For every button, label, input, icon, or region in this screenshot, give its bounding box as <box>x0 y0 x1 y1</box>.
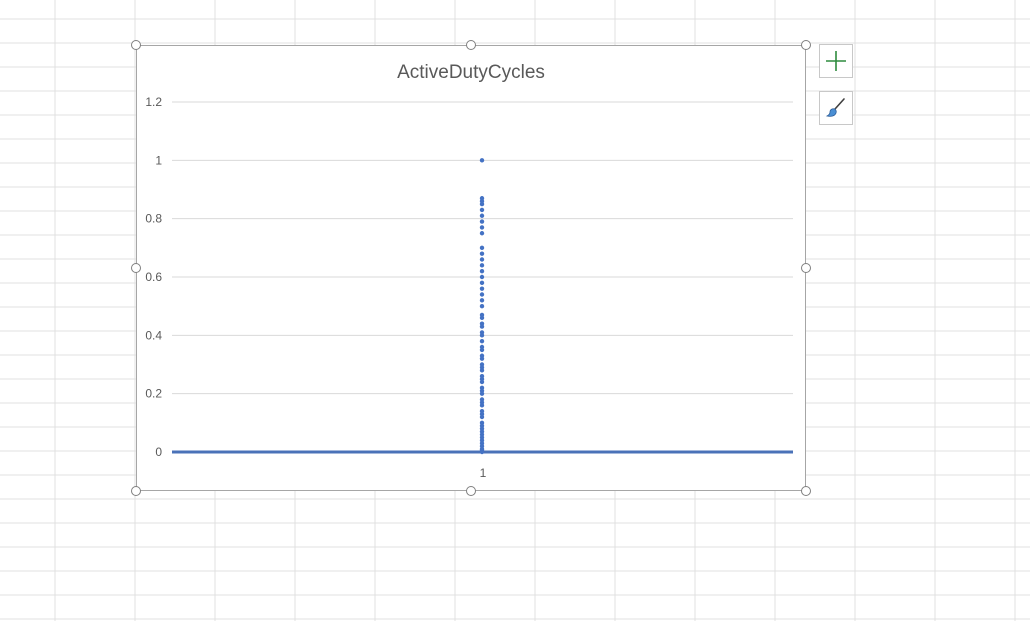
data-point <box>479 298 485 303</box>
resize-handle-bottom-right[interactable] <box>801 486 811 496</box>
paintbrush-icon <box>825 98 845 117</box>
resize-handle-middle-left[interactable] <box>131 263 141 273</box>
resize-handle-top-middle[interactable] <box>466 40 476 50</box>
data-point <box>479 379 485 385</box>
data-point <box>479 414 485 420</box>
chart-styles-button[interactable] <box>819 91 853 125</box>
data-point <box>479 280 485 286</box>
data-point <box>479 251 485 256</box>
x-axis-tick-labels: 1 <box>480 466 487 480</box>
chart-area[interactable] <box>136 45 806 491</box>
y-tick-label: 0.8 <box>145 212 162 226</box>
resize-handle-top-left[interactable] <box>131 40 141 50</box>
data-point <box>479 207 485 213</box>
data-point <box>479 274 485 280</box>
chart-title[interactable]: ActiveDutyCycles <box>397 62 545 83</box>
y-axis-tick-labels: 0 0.2 0.4 0.6 0.8 1 1.2 <box>145 95 162 459</box>
data-point <box>479 449 485 455</box>
resize-handle-bottom-left[interactable] <box>131 486 141 496</box>
y-tick-label: 0.2 <box>145 387 162 401</box>
data-point <box>479 268 485 274</box>
resize-handle-middle-right[interactable] <box>801 263 811 273</box>
data-point <box>479 356 485 361</box>
data-point <box>479 303 485 309</box>
data-point <box>479 158 485 163</box>
data-point <box>479 338 485 344</box>
chart-elements-button[interactable] <box>819 44 853 78</box>
data-point <box>479 213 485 218</box>
x-tick-label: 1 <box>480 466 487 480</box>
resize-handle-top-right[interactable] <box>801 40 811 50</box>
y-tick-label: 0.4 <box>145 328 162 342</box>
data-point <box>479 231 485 236</box>
data-point <box>479 257 485 262</box>
data-point <box>479 225 485 230</box>
data-point <box>479 201 485 207</box>
data-points <box>479 158 485 455</box>
data-point <box>479 403 485 408</box>
data-point <box>479 315 485 321</box>
plus-icon <box>826 51 846 71</box>
data-point <box>479 263 485 268</box>
data-point <box>479 324 485 329</box>
y-tick-label: 0 <box>155 445 162 459</box>
data-point <box>479 219 485 224</box>
data-point <box>479 347 485 353</box>
y-tick-label: 1.2 <box>145 95 162 109</box>
data-point <box>479 368 485 373</box>
y-tick-label: 1 <box>155 153 162 167</box>
data-point <box>479 292 485 297</box>
data-point <box>479 245 485 251</box>
data-point <box>479 391 485 396</box>
y-tick-label: 0.6 <box>145 270 162 284</box>
resize-handle-bottom-middle[interactable] <box>466 486 476 496</box>
data-point <box>479 286 485 291</box>
data-point <box>479 333 485 338</box>
